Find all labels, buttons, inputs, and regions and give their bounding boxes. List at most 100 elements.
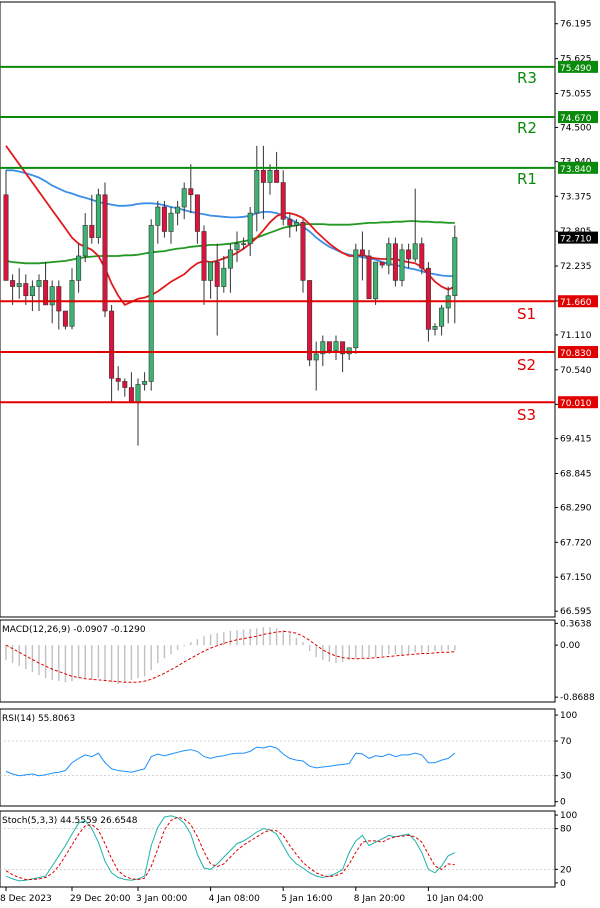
level-price-box xyxy=(558,60,598,73)
indicator-tick-label: 0.00 xyxy=(560,641,580,651)
price-tick-label: 76.195 xyxy=(560,20,592,30)
candle-body xyxy=(214,261,220,287)
candle-body xyxy=(307,280,313,361)
candle-body xyxy=(175,206,181,214)
candle-body xyxy=(452,237,458,297)
indicator-tick-label: 70 xyxy=(560,737,572,747)
candle-body xyxy=(43,280,49,306)
candle-body xyxy=(260,169,266,183)
level-price-box xyxy=(558,396,598,409)
candle-body xyxy=(201,231,207,281)
candle-body xyxy=(392,243,398,281)
indicator-tick-label: 0 xyxy=(560,798,566,808)
candle-body xyxy=(194,194,200,232)
candle-body xyxy=(287,218,293,226)
price-tick-label: 75.625 xyxy=(560,55,592,65)
candle-body xyxy=(3,194,9,281)
candle-body xyxy=(82,225,88,257)
candle-body xyxy=(16,283,22,287)
candle-body xyxy=(155,206,161,226)
price-tick-label: 68.845 xyxy=(560,470,592,480)
level-price-label: 73.840 xyxy=(560,165,592,175)
candle-body xyxy=(267,169,273,183)
candle-body xyxy=(320,341,326,355)
candle-body xyxy=(36,280,42,287)
indicator-tick-label: 20 xyxy=(560,865,572,875)
time-axis-label: 5 Jan 16:00 xyxy=(281,894,333,904)
candle-body xyxy=(135,384,141,404)
macd-indicator-label: MACD(12,26,9) -0.0907 -0.1290 xyxy=(2,625,146,635)
level-name-r3: R3 xyxy=(517,69,537,87)
candle-body xyxy=(254,169,260,214)
stoch-indicator-label: Stoch(5,3,3) 44.5559 26.6548 xyxy=(2,816,138,826)
level-name-r2: R2 xyxy=(517,119,537,137)
candle-body xyxy=(373,261,379,300)
moving-average-blue xyxy=(6,169,455,278)
candle-body xyxy=(333,341,339,352)
candle-body xyxy=(208,261,214,281)
price-tick-label: 67.150 xyxy=(560,573,592,583)
current-price-box xyxy=(558,231,598,244)
candle-body xyxy=(142,381,148,385)
candle-body xyxy=(399,249,405,281)
level-price-box xyxy=(558,161,598,174)
candle-body xyxy=(62,310,68,327)
candle-body xyxy=(280,182,286,220)
time-axis-label: 3 Jan 00:00 xyxy=(136,894,188,904)
price-tick-label: 75.055 xyxy=(560,89,592,99)
indicator-tick-label: 0.3638 xyxy=(560,619,592,629)
candle-body xyxy=(188,188,194,196)
candle-body xyxy=(109,310,115,379)
candle-body xyxy=(69,280,75,327)
candle-body xyxy=(353,249,359,349)
candle-body xyxy=(76,255,82,281)
time-axis-label: 29 Dec 20:00 xyxy=(70,894,131,904)
indicator-tick-label: 100 xyxy=(560,811,577,821)
candle-body xyxy=(346,347,352,355)
indicator-tick-label: -0.8688 xyxy=(560,693,595,703)
level-price-box xyxy=(558,346,598,359)
level-name-r1: R1 xyxy=(517,170,537,188)
level-price-box xyxy=(558,295,598,308)
price-tick-label: 72.235 xyxy=(560,262,592,272)
current-price-label: 72.710 xyxy=(560,235,592,245)
stoch-k-line xyxy=(5,815,456,882)
candle-body xyxy=(29,286,35,297)
price-tick-label: 70.540 xyxy=(560,366,592,376)
candle-body xyxy=(432,326,438,330)
rsi-line xyxy=(5,745,456,777)
time-axis-label: 4 Jan 08:00 xyxy=(209,894,261,904)
candle-body xyxy=(227,249,233,269)
indicator-tick-label: 100 xyxy=(560,711,577,721)
price-tick-label: 66.595 xyxy=(560,607,592,617)
indicator-tick-label: 30 xyxy=(560,772,572,782)
candle-body xyxy=(89,225,95,238)
candle-body xyxy=(10,280,16,287)
stoch-d-line xyxy=(5,816,455,881)
level-price-label: 70.010 xyxy=(560,399,592,409)
indicator-pane-frame-1 xyxy=(0,708,556,807)
indicator-pane-frame-0 xyxy=(0,619,556,703)
candle-body xyxy=(23,283,29,297)
price-tick-label: 74.500 xyxy=(560,123,592,133)
candle-body xyxy=(234,243,240,251)
candle-body xyxy=(293,221,299,226)
candle-body xyxy=(412,243,418,260)
candle-body xyxy=(148,225,154,382)
candle-body xyxy=(49,286,55,306)
candle-body xyxy=(379,261,385,266)
candle-body xyxy=(274,169,280,183)
price-tick-label: 73.375 xyxy=(560,192,592,202)
candle-body xyxy=(359,249,365,257)
level-price-box xyxy=(558,111,598,124)
main-pane-frame xyxy=(0,1,556,618)
candle-body xyxy=(247,212,253,245)
candle-body xyxy=(406,249,412,260)
candle-body xyxy=(168,212,174,232)
price-tick-label: 69.415 xyxy=(560,435,592,445)
level-price-label: 71.660 xyxy=(560,298,592,308)
price-tick-label: 68.290 xyxy=(560,503,592,513)
candle-body xyxy=(340,341,346,355)
price-tick-label: 71.110 xyxy=(560,331,592,341)
